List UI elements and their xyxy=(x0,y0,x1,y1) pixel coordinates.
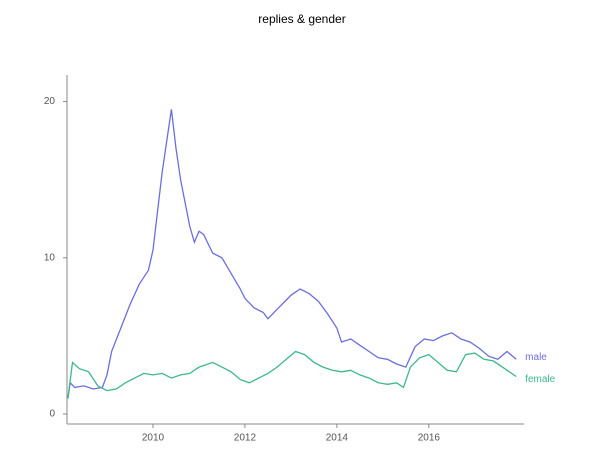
y-tick-label: 0 xyxy=(49,409,55,420)
x-tick-label: 2016 xyxy=(418,433,441,444)
legend-label: male xyxy=(525,352,547,363)
chart-title: replies & gender xyxy=(258,12,345,26)
series-line xyxy=(67,350,517,399)
series-line xyxy=(67,109,517,399)
x-tick-label: 2010 xyxy=(142,433,165,444)
x-tick-label: 2012 xyxy=(234,433,257,444)
legend-label: female xyxy=(525,374,555,385)
y-tick-label: 20 xyxy=(44,96,56,107)
y-tick-label: 10 xyxy=(44,252,56,263)
x-tick-label: 2014 xyxy=(326,433,349,444)
